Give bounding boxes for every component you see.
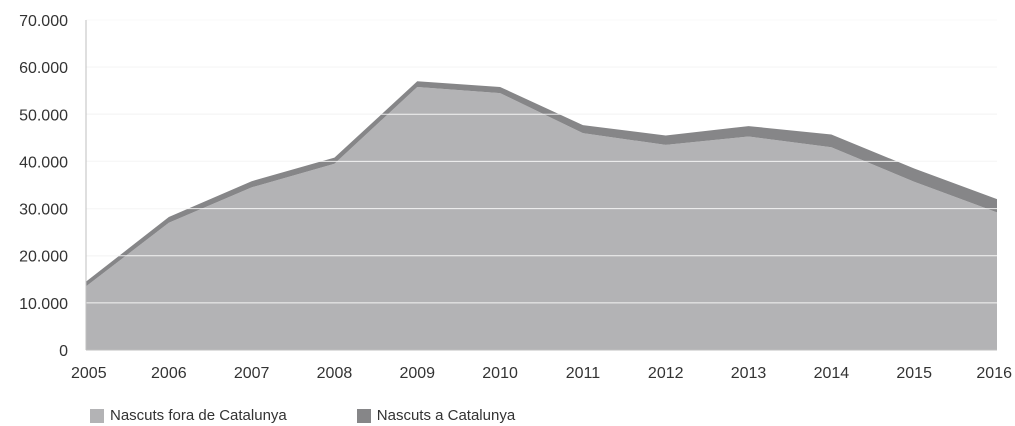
y-tick-label-5: 50.000	[19, 107, 68, 124]
axes	[85, 20, 997, 351]
y-tick-label-0: 0	[59, 343, 68, 360]
x-tick-label-8: 2013	[731, 365, 767, 382]
y-tick-label-4: 40.000	[19, 154, 68, 171]
area-series-0	[86, 86, 997, 350]
legend-swatch-series-0	[90, 408, 104, 423]
y-tick-labels: 0 10.000 20.000 30.000 40.000 50.000 60.000 70.…	[19, 13, 68, 360]
y-tick-label-3: 30.000	[19, 202, 68, 219]
y-tick-label-6: 60.000	[19, 60, 68, 77]
x-tick-label-5: 2010	[482, 365, 518, 382]
legend-label-series-0: Nascuts fora de Catalunya	[110, 407, 287, 424]
x-tick-label-4: 2009	[399, 365, 435, 382]
x-tick-labels: 2005 2006 2007 2008 2009 2010 2011 2012 2013 2014…	[71, 365, 1012, 382]
legend-item-series-0: Nascuts fora de Catalunya	[90, 407, 287, 424]
x-tick-label-0: 2005	[71, 365, 107, 382]
legend-item-series-1: Nascuts a Catalunya	[356, 407, 516, 424]
legend-label-series-1: Nascuts a Catalunya	[376, 407, 516, 424]
x-tick-label-3: 2008	[317, 365, 353, 382]
area-chart: 0 10.000 20.000 30.000 40.000 50.000 60.000 70.…	[19, 13, 1012, 382]
area-series-1	[86, 81, 997, 287]
x-tick-label-11: 2016	[976, 365, 1012, 382]
y-tick-label-1: 10.000	[19, 296, 68, 313]
x-tick-label-7: 2012	[648, 365, 684, 382]
legend: Nascuts fora de Catalunya Nascuts a Cata…	[90, 407, 515, 424]
x-tick-label-10: 2015	[896, 365, 932, 382]
area-series	[86, 19, 997, 350]
x-tick-label-6: 2011	[566, 365, 601, 382]
legend-swatch-series-1	[356, 408, 371, 423]
y-tick-label-2: 20.000	[19, 249, 68, 266]
y-tick-label-7: 70.000	[19, 13, 68, 30]
x-tick-label-9: 2014	[814, 365, 850, 382]
x-tick-label-1: 2006	[151, 365, 187, 382]
x-tick-label-2: 2007	[234, 365, 270, 382]
